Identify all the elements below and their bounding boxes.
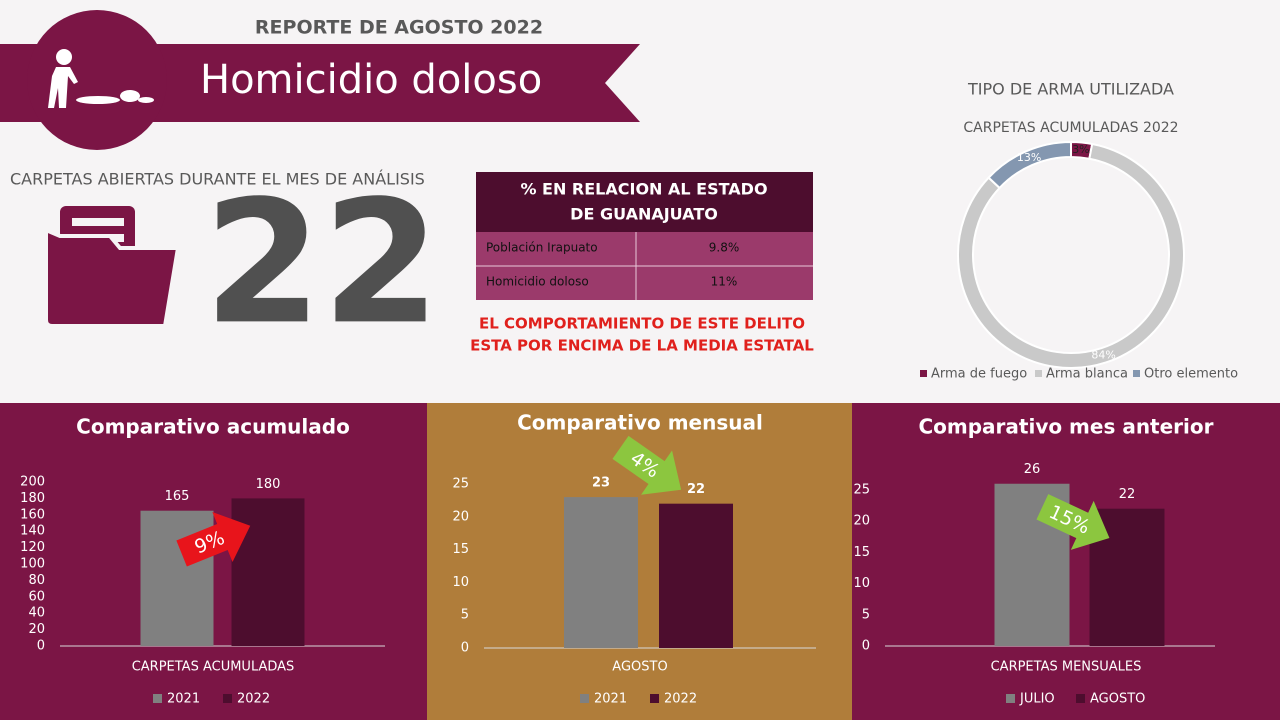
annotation-arrow: 9% [176,511,251,567]
kpi-value: 22 [204,164,441,362]
main-title: Homicidio doloso [200,57,542,103]
legend-swatch [580,694,589,703]
y-tick-label: 180 [20,491,45,506]
legend-swatch [650,694,659,703]
data-label: 180 [256,477,281,492]
legend-label: 2021 [167,692,200,707]
data-label: 22 [1119,487,1136,502]
legend-label: Arma de fuego [931,367,1027,382]
y-tick-label: 25 [452,477,469,492]
chart-subtitle: CARPETAS ACUMULADAS 2022 [963,120,1178,136]
table-cell: 11% [711,275,738,289]
y-tick-label: 15 [853,545,870,560]
table-header [476,172,813,232]
bar [231,498,305,646]
chart-title: Comparativo acumulado [76,415,350,439]
legend-swatch [1006,694,1015,703]
report-title: REPORTE DE AGOSTO 2022 [255,17,543,39]
kpi-label: CARPETAS ABIERTAS DURANTE EL MES DE ANÁL… [10,170,425,189]
y-tick-label: 100 [20,557,45,572]
y-tick-label: 140 [20,524,45,539]
chart-title: Comparativo mensual [517,411,763,435]
y-tick-label: 5 [461,608,469,623]
donut-slice [957,142,1185,369]
table-header-text: DE GUANAJUATO [570,205,718,224]
table-cell: 9.8% [709,241,740,255]
data-label: 22 [687,482,705,497]
legend-swatch [1133,370,1140,377]
x-tick-label: CARPETAS ACUMULADAS [132,660,295,675]
note: ESTA POR ENCIMA DE LA MEDIA ESTATAL [470,337,814,355]
note: EL COMPORTAMIENTO DE ESTE DELITO [479,315,805,333]
y-tick-label: 0 [862,639,870,654]
data-label: 165 [165,489,190,504]
y-tick-label: 120 [20,540,45,555]
legend-label: 2021 [594,692,627,707]
table-header-text: % EN RELACION AL ESTADO [520,180,767,199]
x-tick-label: CARPETAS MENSUALES [991,660,1142,675]
legend-swatch [223,694,232,703]
y-tick-label: 40 [28,606,45,621]
data-label: 13% [1017,151,1041,164]
icon [48,49,154,108]
y-tick-label: 25 [853,482,870,497]
bar [659,503,733,648]
legend-swatch [1076,694,1085,703]
x-tick-label: AGOSTO [612,660,667,675]
legend-label: 2022 [237,692,270,707]
arrow-shape [1036,494,1110,550]
y-tick-label: 15 [452,542,469,557]
legend-swatch [920,370,927,377]
y-tick-label: 0 [37,639,45,654]
data-label: 26 [1024,462,1041,477]
arrow-shape [612,435,682,495]
chart-title: TIPO DE ARMA UTILIZADA [967,80,1174,99]
y-tick-label: 160 [20,507,45,522]
arrow-shape [176,511,251,567]
icon-circle [27,10,167,150]
legend-label: Arma blanca [1046,367,1128,382]
y-tick-label: 10 [853,576,870,591]
data-label: 3% [1072,143,1089,156]
folder-icon [44,206,181,328]
legend-swatch [153,694,162,703]
y-tick-label: 200 [20,475,45,490]
bar [564,497,638,648]
y-tick-label: 80 [28,573,45,588]
table-cell: Homicidio doloso [486,275,589,289]
donut-slice [987,140,1072,190]
legend-label: Otro elemento [1144,367,1238,382]
y-tick-label: 5 [862,607,870,622]
y-tick-label: 20 [28,622,45,637]
y-tick-label: 20 [853,514,870,529]
data-label: 23 [592,476,610,491]
y-tick-label: 10 [452,575,469,590]
legend-label: JULIO [1019,692,1055,707]
legend-label: 2022 [664,692,697,707]
y-tick-label: 20 [452,509,469,524]
y-tick-label: 60 [28,589,45,604]
y-tick-label: 0 [461,641,469,656]
annotation-arrow: 15% [1036,494,1110,550]
chart-title: Comparativo mes anterior [918,415,1213,439]
data-label: 84% [1091,348,1115,361]
legend-swatch [1035,370,1042,377]
legend-label: AGOSTO [1090,692,1145,707]
table-cell: Población Irapuato [486,241,598,255]
